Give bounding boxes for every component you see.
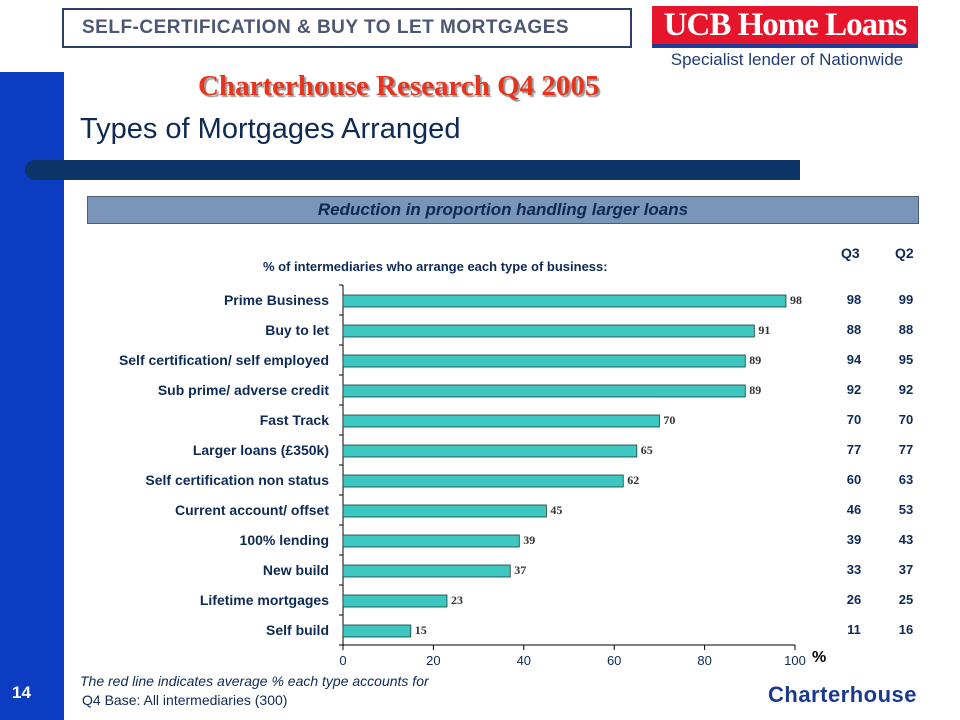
- bar-12: [342, 624, 412, 638]
- q2-value: 63: [899, 472, 913, 487]
- category-label: Buy to let: [265, 322, 329, 338]
- x-tick-label: 100: [784, 653, 806, 668]
- category-label: Lifetime mortgages: [200, 592, 329, 608]
- q2-value: 99: [899, 292, 913, 307]
- category-label: 100% lending: [240, 532, 329, 548]
- research-title: Charterhouse Research Q4 2005: [198, 70, 600, 102]
- q3-value: 11: [847, 622, 861, 637]
- x-axis-label: %: [812, 649, 826, 666]
- subtitle-box: Reduction in proportion handling larger …: [87, 196, 919, 224]
- q3-value: 26: [847, 592, 861, 607]
- q3-value: 39: [847, 532, 861, 547]
- column-header-q3: Q3: [841, 245, 860, 261]
- q2-value: 25: [899, 592, 913, 607]
- q3-value: 70: [847, 412, 861, 427]
- q3-value: 98: [847, 292, 861, 307]
- x-tick-label: 80: [697, 653, 711, 668]
- q2-value: 95: [899, 352, 913, 367]
- bar-9: [342, 534, 520, 548]
- footnote-line-1: The red line indicates average % each ty…: [80, 673, 429, 689]
- q2-value: 70: [899, 412, 913, 427]
- x-tick-label: 0: [339, 653, 346, 668]
- top-banner: SELF-CERTIFICATION & BUY TO LET MORTGAGE…: [62, 8, 632, 48]
- data-label: 89: [749, 353, 761, 367]
- bar-11: [342, 594, 448, 608]
- left-accent-band: [0, 72, 64, 720]
- footnote-line-2: Q4 Base: All intermediaries (300): [82, 692, 288, 708]
- bar-7: [342, 474, 624, 488]
- charterhouse-brand: Charterhouse: [768, 682, 918, 707]
- data-label: 45: [550, 503, 562, 517]
- data-label: 70: [663, 413, 675, 427]
- data-label: 37: [514, 563, 526, 577]
- data-label: 91: [758, 323, 770, 337]
- x-tick-label: 20: [426, 653, 440, 668]
- q3-value: 60: [847, 472, 861, 487]
- category-label: Current account/ offset: [175, 502, 329, 518]
- data-label: 23: [451, 593, 463, 607]
- q2-value: 77: [899, 442, 913, 457]
- logo-tagline: Specialist lender of Nationwide: [670, 50, 904, 69]
- title-underline-bar: [25, 160, 800, 180]
- category-label: Self certification/ self employed: [119, 352, 329, 368]
- q2-value: 43: [899, 532, 913, 547]
- page-title: Types of Mortgages Arranged: [80, 113, 461, 145]
- q2-value: 16: [899, 622, 913, 637]
- category-label: Prime Business: [224, 292, 329, 308]
- bar-10: [342, 564, 511, 578]
- bar-5: [342, 414, 660, 428]
- bar-8: [342, 504, 547, 518]
- category-label: Self certification non status: [145, 472, 329, 488]
- category-label: Fast Track: [260, 412, 329, 428]
- q2-value: 88: [899, 322, 913, 337]
- category-label: Self build: [266, 622, 329, 638]
- q2-value: 92: [899, 382, 913, 397]
- data-label: 65: [641, 443, 653, 457]
- q3-value: 88: [847, 322, 861, 337]
- data-label: 98: [790, 293, 802, 307]
- category-label: Sub prime/ adverse credit: [158, 382, 330, 398]
- bar-6: [342, 444, 638, 458]
- bar-1: [342, 294, 787, 308]
- q2-value: 53: [899, 502, 913, 517]
- q3-value: 94: [847, 352, 862, 367]
- q3-value: 92: [847, 382, 861, 397]
- data-label: 39: [523, 533, 535, 547]
- category-label: New build: [263, 562, 329, 578]
- q3-value: 46: [847, 502, 861, 517]
- column-header-q2: Q2: [895, 245, 914, 261]
- bar-3: [342, 354, 746, 368]
- ucb-logo: UCB Home Loans: [652, 6, 918, 48]
- logo-text: UCB Home Loans: [663, 6, 908, 43]
- slide-number: 14: [12, 683, 31, 702]
- q3-value: 77: [847, 442, 861, 457]
- x-tick-label: 60: [607, 653, 621, 668]
- subtitle-text: Reduction in proportion handling larger …: [317, 200, 689, 219]
- banner-text: SELF-CERTIFICATION & BUY TO LET MORTGAGE…: [82, 17, 570, 38]
- q2-value: 37: [899, 562, 913, 577]
- x-tick-label: 40: [517, 653, 531, 668]
- data-label: 89: [749, 383, 761, 397]
- footnote: The red line indicates average % each ty…: [80, 672, 429, 710]
- category-label: Larger loans (£350k): [193, 442, 329, 458]
- bar-2: [342, 324, 755, 338]
- bar-4: [342, 384, 746, 398]
- chart-title: % of intermediaries who arrange each typ…: [263, 259, 608, 274]
- data-label: 15: [415, 623, 427, 637]
- q3-value: 33: [847, 562, 861, 577]
- data-label: 62: [627, 473, 639, 487]
